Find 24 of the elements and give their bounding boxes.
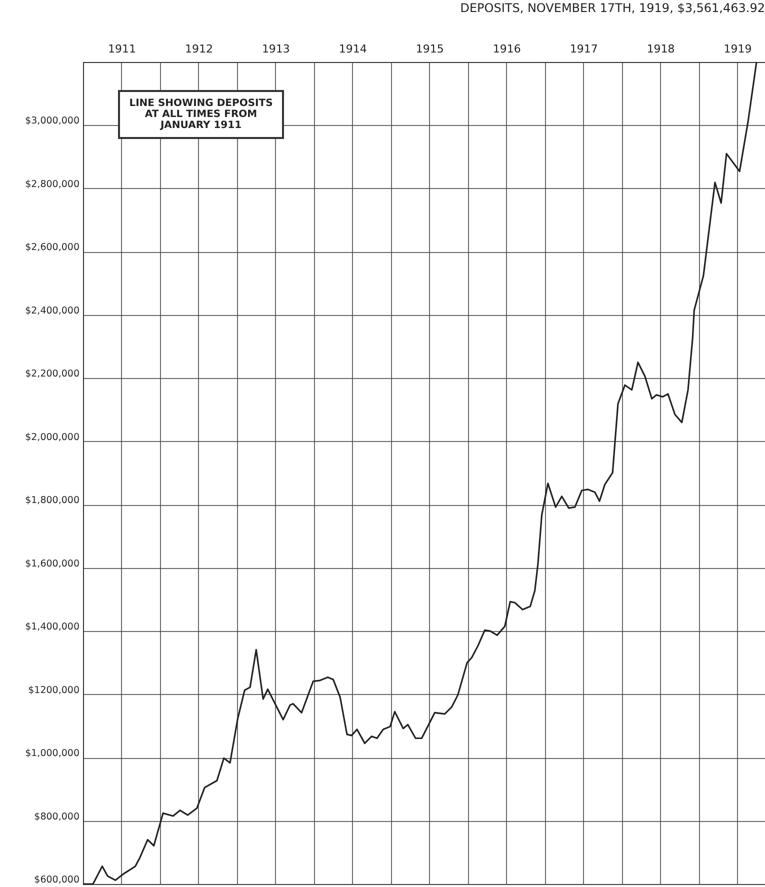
y-tick-label: $2,000,000 [25,432,80,443]
annotation: LINE SHOWING DEPOSITS AT ALL TIMES FROM JANUARY 1911 [118,90,284,139]
x-tick-label: 1914 [338,42,367,56]
x-tick-label: 1917 [570,42,598,56]
y-tick-label: $1200,000 [28,684,80,696]
x-tick-label: 1916 [492,42,521,56]
y-tick-label: $2,600,000 [25,242,80,254]
y-tick-label: $1,000,000 [25,748,80,760]
y-tick-label: $1,800,000 [25,495,80,506]
chart-title: DEPOSITS, NOVEMBER 17TH, 1919, $3,561,463.92 [460,1,765,15]
y-tick-label: $1,600,000 [25,558,80,570]
y-tick-label: $2,200,000 [25,368,80,380]
x-tick-label: 1913 [262,42,290,56]
x-tick-label: 1911 [108,42,136,56]
y-tick-label: $3,000,000 [25,116,80,127]
x-tick-label: 1918 [646,42,675,56]
y-tick-label: $2,400,000 [25,305,80,316]
x-tick-label: 1912 [184,42,213,56]
y-tick-label: $1,400,000 [25,622,80,633]
y-tick-label: $600,000 [34,874,80,886]
x-tick-label: 1919 [724,42,752,56]
y-tick-label: $2,800,000 [25,178,80,190]
x-tick-label: 1915 [416,42,444,56]
y-tick-label: $800,000 [34,811,80,822]
